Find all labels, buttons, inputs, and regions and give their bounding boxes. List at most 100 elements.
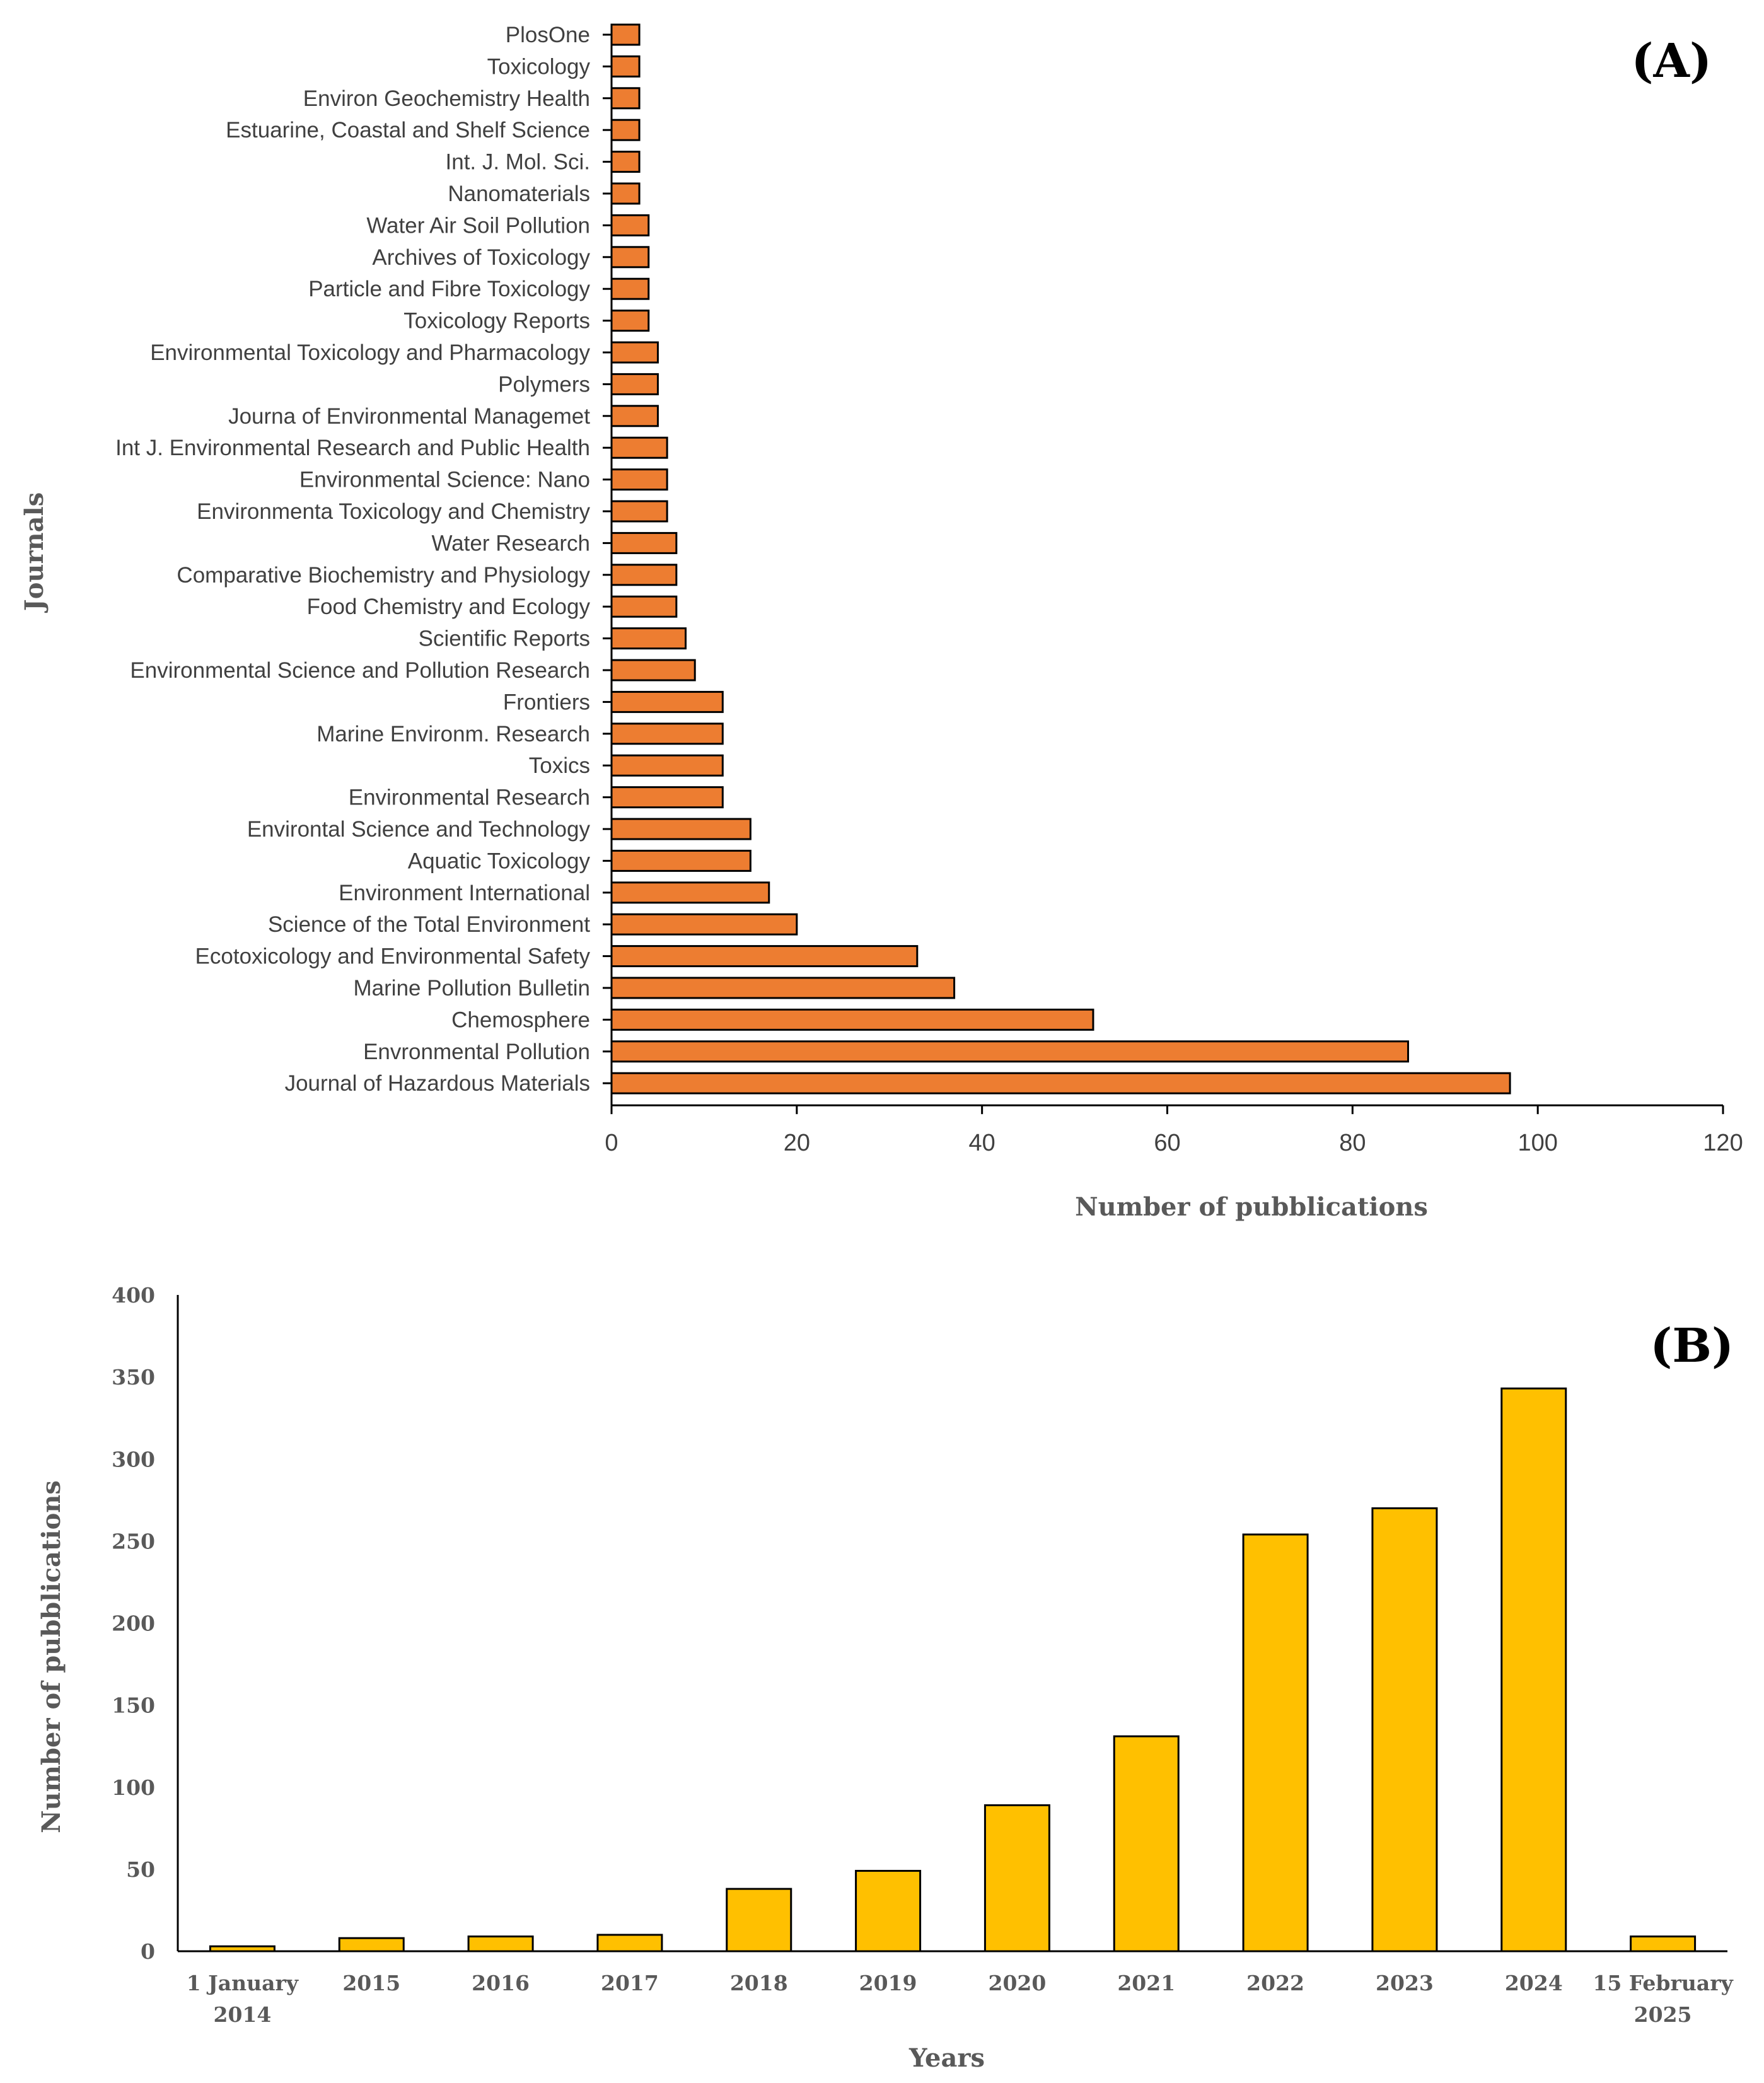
panel-a-bar [610, 1008, 1094, 1031]
panel-a-x-tick-label: 100 [1517, 1130, 1557, 1156]
panel-a-bar [610, 119, 641, 141]
panel-a-category-label: Environmental Research [349, 786, 590, 810]
panel-a-bar [610, 341, 659, 364]
panel-a-bar [610, 214, 650, 236]
panel-b-bar [726, 1888, 792, 1952]
panel-a-bar [610, 659, 696, 682]
panel-a-bar [610, 690, 724, 713]
panel-a-category-label: Nanomaterials [448, 182, 590, 206]
panel-b-bar [1371, 1507, 1438, 1952]
panel-b-bar [1630, 1935, 1697, 1952]
panel-a-category-label: Journa of Environmental Managemet [228, 404, 590, 429]
panel-a-bar [610, 23, 641, 46]
panel-a-bar [610, 913, 798, 936]
panel-b-bar [855, 1869, 922, 1952]
panel-b-label: (B) [1650, 1319, 1734, 1373]
panel-b-x-axis-title: Years [908, 2043, 985, 2073]
panel-b-y-axis-title: Number of pubblications [37, 1480, 66, 1833]
panel-a-category-label: Frontiers [503, 690, 590, 714]
panel-a-bar [610, 1072, 1511, 1094]
panel-b-category-label: 2017 [601, 1971, 659, 1995]
panel-a-category-label: Chemosphere [451, 1007, 590, 1032]
panel-a-bar [610, 55, 641, 78]
panel-b-bar [467, 1935, 534, 1952]
panel-a-bar [610, 373, 659, 395]
panel-a-bar [610, 818, 751, 840]
panel-a-bar [610, 945, 919, 968]
panel-b-y-tick-label: 350 [112, 1365, 155, 1390]
panel-a-x-tick-label: 0 [605, 1130, 618, 1156]
panel-b-category-label: 2020 [988, 1971, 1046, 1995]
panel-a-x-tick-label: 40 [969, 1130, 995, 1156]
panel-b-chart: (B) Years Number of pubblications 0 50 100… [37, 1283, 1734, 2073]
panel-a-category-label: Particle and Fibre Toxicology [308, 277, 590, 301]
panel-a-x-tick-label: 120 [1703, 1130, 1743, 1156]
panel-a-bar [610, 786, 724, 809]
panel-b-bar [1113, 1735, 1180, 1952]
panel-a-bar [610, 881, 770, 904]
panel-a-x-tick-label: 80 [1339, 1130, 1366, 1156]
panel-a-category-label: Int. J. Mol. Sci. [446, 150, 591, 175]
panel-a-bar [610, 310, 650, 332]
panel-a-bar [610, 151, 641, 173]
panel-a-category-label: Environmental Toxicology and Pharmacolog… [150, 340, 590, 365]
panel-b-bar [338, 1937, 405, 1952]
panel-a-bar [610, 722, 724, 745]
panel-a-category-label: PlosOne [506, 23, 590, 47]
panel-a-category-label: Polymers [498, 372, 590, 397]
panel-a-label: (A) [1632, 34, 1712, 88]
panel-a-category-label: Marine Environm. Research [316, 722, 590, 746]
panel-b-category-label: 2023 [1376, 1971, 1434, 1995]
panel-a-bar [610, 627, 687, 650]
panel-a-category-label: Environmental Science: Nano [299, 468, 590, 492]
panel-b-category-label: 2016 [472, 1971, 530, 1995]
panel-b-category-label: 2022 [1246, 1971, 1304, 1995]
panel-a-bar [610, 754, 724, 777]
panel-a-x-tick-label: 20 [784, 1130, 810, 1156]
panel-a-category-label: Envronmental Pollution [363, 1040, 590, 1064]
panel-a-category-label: Toxicology Reports [403, 309, 590, 334]
panel-a-bar [610, 87, 641, 110]
panel-a-bar [610, 246, 650, 269]
panel-b-bar [984, 1804, 1050, 1952]
panel-b-category-label: 2018 [730, 1971, 788, 1995]
panel-a-bar [610, 436, 668, 459]
panel-b-y-tick-label: 150 [112, 1693, 155, 1718]
panel-a-category-label: Water Research [431, 531, 590, 555]
panel-a-category-label: Int J. Environmental Research and Public… [115, 436, 590, 460]
panel-a-category-label: Toxicology [487, 54, 591, 79]
panel-a-category-label: Journal of Hazardous Materials [285, 1071, 590, 1096]
panel-b-y-tick-label: 200 [112, 1611, 155, 1636]
panel-a-bar [610, 1040, 1409, 1063]
panel-b-category-label: 2015 [342, 1971, 400, 1995]
panel-b-y-tick-label: 100 [112, 1775, 155, 1800]
panel-a-bar [610, 500, 668, 523]
panel-a-category-label: Marine Pollution Bulletin [354, 976, 590, 1001]
panel-b-category-label: 2021 [1117, 1971, 1175, 1995]
panel-a-bar [610, 277, 650, 300]
panel-a-category-label: Environmental Science and Pollution Rese… [130, 658, 590, 683]
panel-a-category-label: Food Chemistry and Ecology [307, 595, 591, 619]
panel-a-category-label: Estuarine, Coastal and Shelf Science [226, 118, 590, 142]
panel-a-chart: (A) Number of pubblications Journals 0 20… [20, 23, 1743, 1222]
panel-b-y-tick-label: 50 [126, 1857, 155, 1882]
panel-b-bar [209, 1945, 276, 1952]
panel-a-category-label: Science of the Total Environment [268, 912, 590, 937]
panel-a-category-label: Environ Geochemistry Health [303, 86, 590, 111]
panel-a-bar [610, 405, 659, 427]
panel-a-category-label: Comparative Biochemistry and Physiology [177, 563, 590, 588]
panel-a-y-axis-title: Journals [20, 492, 49, 613]
panel-a-category-label: Scientific Reports [419, 627, 590, 651]
panel-a-category-label: Ecotoxicology and Environmental Safety [195, 944, 591, 969]
panel-a-category-label: Water Air Soil Pollution [366, 213, 590, 238]
panel-a-category-label: Aquatic Toxicology [408, 849, 591, 873]
panel-a-category-label: Environmenta Toxicology and Chemistry [197, 499, 590, 524]
panel-a-x-axis-title: Number of pubblications [1075, 1192, 1428, 1222]
panel-a-bar [610, 849, 751, 872]
panel-b-bar [1500, 1387, 1567, 1952]
panel-b-category-label: 2024 [1505, 1971, 1563, 1995]
panel-a-bar [610, 468, 668, 491]
panel-a-x-tick-label: 60 [1154, 1130, 1180, 1156]
panel-a-bar [610, 564, 678, 586]
